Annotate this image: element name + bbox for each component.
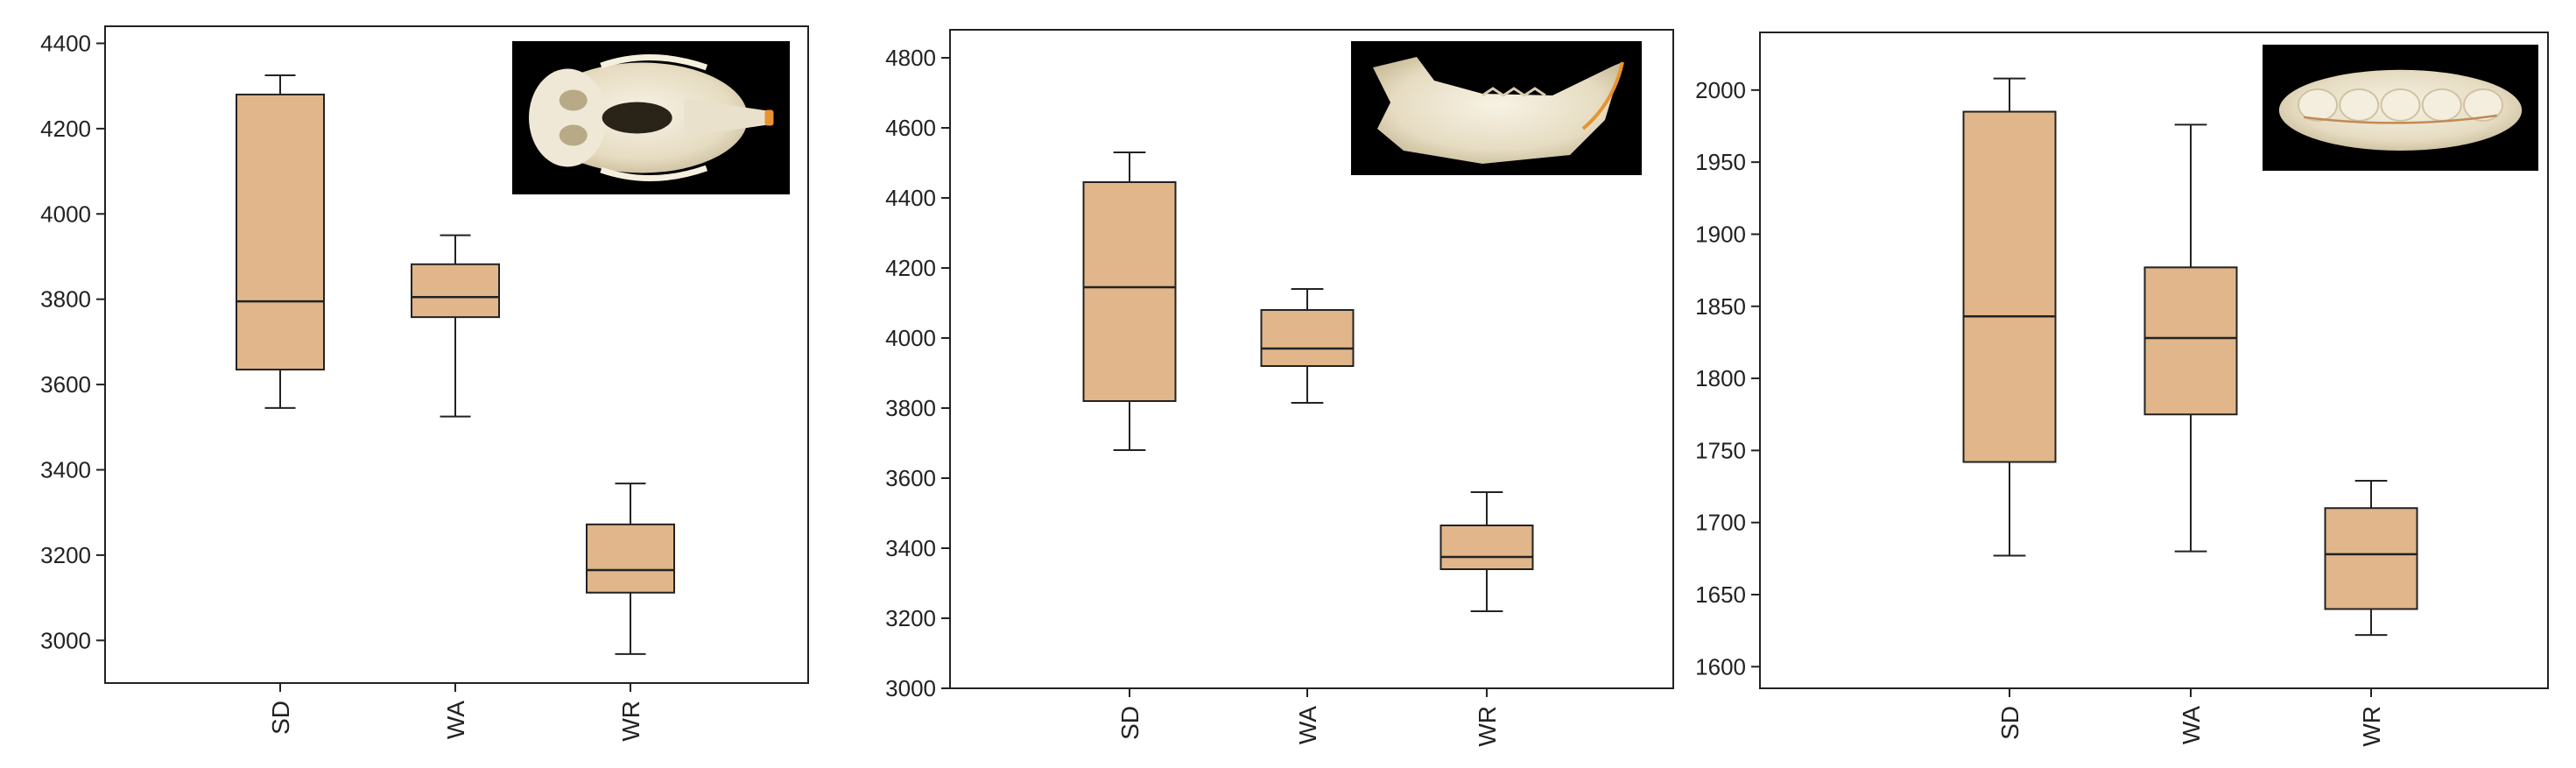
y-tick-label: 1650: [1695, 581, 1746, 608]
x-tick-label: WR: [1474, 706, 1501, 747]
plot-frame: [104, 25, 809, 684]
skull-braincase: [529, 68, 607, 167]
skull-bulla: [559, 124, 588, 146]
molar-cusp: [2463, 88, 2503, 122]
box-iqr: [1439, 525, 1534, 570]
y-tick-label: 1850: [1695, 293, 1746, 320]
box-wr: [586, 483, 675, 655]
skull-snout: [684, 98, 768, 137]
y-tick-label: 4000: [885, 325, 936, 351]
jaw-bone: [1373, 57, 1622, 164]
jaw-icon: [1351, 41, 1642, 175]
box-sd: [236, 74, 325, 409]
box-plot-panel: 1600 1650 1700 1750 1800 1850 1900 1950 2000 SD WA…: [1695, 32, 2549, 747]
molar-groove: [2304, 114, 2497, 124]
y-tick-label: 1900: [1695, 221, 1746, 247]
skull-incisor: [764, 109, 774, 126]
jaw-molars: [1482, 87, 1546, 97]
plot-frame: [949, 29, 1674, 689]
y-tick-label: 3400: [885, 535, 936, 561]
box-wa: [1260, 288, 1355, 404]
box-wa: [2143, 123, 2238, 553]
x-tick-label: WA: [442, 701, 469, 739]
y-tick-label: 3200: [885, 605, 936, 631]
y-tick-label: 3600: [885, 465, 936, 491]
y-tick-label: 4600: [885, 115, 936, 141]
y-tick-label: 3200: [40, 542, 91, 568]
box-iqr: [1260, 309, 1355, 367]
box-sd: [1082, 151, 1177, 451]
y-tick-label: 1950: [1695, 149, 1746, 175]
box-plot-panel: 3000 3200 3400 3600 3800 4000 4200 4400 SD WA WR: [40, 25, 809, 742]
box-iqr: [1082, 181, 1177, 402]
box-iqr: [411, 263, 500, 319]
box-iqr: [236, 93, 325, 371]
y-tick-label: 1600: [1695, 653, 1746, 680]
box-iqr: [586, 523, 675, 594]
x-tick-label: SD: [1116, 706, 1144, 740]
y-tick-label: 4400: [885, 185, 936, 211]
molar-cusp: [2421, 88, 2462, 122]
y-tick-label: 3800: [40, 286, 91, 313]
y-tick-label: 4400: [40, 30, 91, 56]
y-tick-label: 1700: [1695, 510, 1746, 536]
x-tick-label: SD: [1996, 706, 2023, 740]
box-wr: [1439, 491, 1534, 612]
molar-cusp: [2380, 88, 2421, 122]
molar-cusp: [2339, 88, 2380, 122]
skull-bulla: [559, 89, 588, 111]
y-tick-label: 2000: [1695, 77, 1746, 103]
skull-zygomatic-upper: [600, 54, 708, 71]
skull-palate-opening: [602, 102, 672, 134]
y-tick-label: 3000: [40, 627, 91, 653]
box-plot-panel: 3000 3200 3400 3600 3800 4000 4200 4400 4600 4800…: [885, 29, 1674, 747]
box-sd: [1962, 77, 2057, 557]
x-tick-label: WA: [2178, 706, 2205, 744]
y-tick-label: 3800: [885, 395, 936, 421]
molar-icon: [2263, 45, 2538, 171]
plot-frame: [1759, 32, 2549, 689]
y-tick-label: 4000: [40, 201, 91, 227]
box-iqr: [2324, 507, 2418, 610]
jaw-incisor: [1581, 61, 1624, 130]
x-tick-label: WR: [617, 701, 644, 742]
y-tick-label: 3000: [885, 675, 936, 701]
y-tick-label: 4200: [40, 116, 91, 142]
skull-icon: [512, 41, 790, 194]
y-tick-label: 3600: [40, 371, 91, 398]
box-wa: [411, 234, 500, 418]
y-tick-label: 1800: [1695, 365, 1746, 391]
box-wr: [2324, 479, 2418, 637]
x-tick-label: WA: [1294, 706, 1321, 744]
y-tick-label: 1750: [1695, 437, 1746, 463]
y-tick-label: 3400: [40, 456, 91, 483]
box-iqr: [1962, 110, 2057, 463]
y-tick-label: 4200: [885, 255, 936, 281]
y-tick-label: 4800: [885, 45, 936, 71]
x-tick-label: WR: [2358, 706, 2385, 747]
x-tick-label: SD: [267, 701, 294, 735]
skull-zygomatic-lower: [600, 165, 708, 181]
box-iqr: [2143, 266, 2238, 416]
molar-cusp: [2298, 88, 2338, 122]
